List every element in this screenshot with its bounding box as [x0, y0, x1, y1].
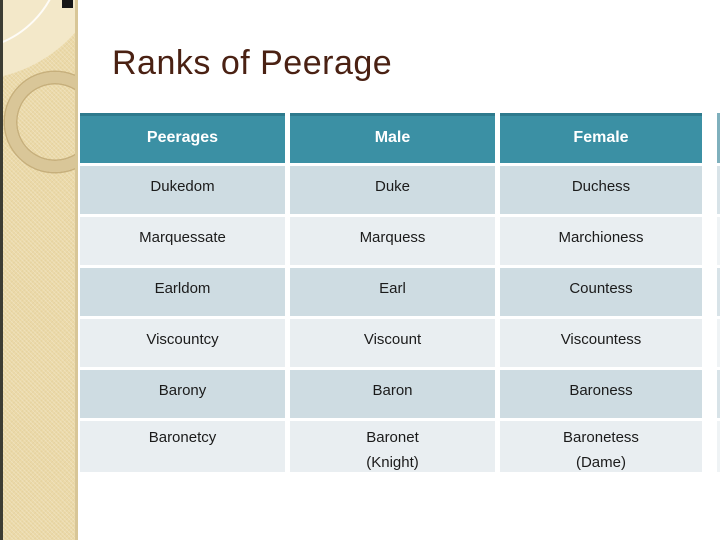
table-cell: Countess — [500, 268, 702, 316]
table-cell: Barony — [80, 370, 285, 418]
top-notch — [62, 0, 73, 8]
table-cell: Viscount — [290, 319, 495, 367]
table-cell: Baronetess (Dame) — [500, 421, 702, 472]
sliver-header — [717, 113, 720, 163]
slide-title: Ranks of Peerage — [112, 44, 393, 82]
table-cell: Marquessate — [80, 217, 285, 265]
sidebar-decoration — [0, 0, 78, 540]
table-cell: Viscountcy — [80, 319, 285, 367]
left-edge-line — [0, 0, 3, 540]
table-row-baronetcy: Baronetcy Baronet (Knight) Baronetess (D… — [80, 421, 702, 472]
table-cell: Dukedom — [80, 166, 285, 214]
sliver-row — [717, 268, 720, 316]
table-row-barony: Barony Baron Baroness — [80, 370, 702, 418]
sliver-row — [717, 319, 720, 367]
header-cell-female: Female — [500, 113, 702, 163]
table-cell: Duke — [290, 166, 495, 214]
sliver-row — [717, 217, 720, 265]
table-cell: Marquess — [290, 217, 495, 265]
table-row-viscountcy: Viscountcy Viscount Viscountess — [80, 319, 702, 367]
header-cell-peerages: Peerages — [80, 113, 285, 163]
table-cell: Duchess — [500, 166, 702, 214]
table-cell: Earldom — [80, 268, 285, 316]
sliver-row — [717, 370, 720, 418]
table-row-earldom: Earldom Earl Countess — [80, 268, 702, 316]
table-cell: Earl — [290, 268, 495, 316]
table-cell: Baron — [290, 370, 495, 418]
table-cell: Baronetcy — [80, 421, 285, 472]
circle-ornament-tan-ring — [5, 72, 75, 172]
table-cell: Baroness — [500, 370, 702, 418]
table-cell: Marchioness — [500, 217, 702, 265]
table-row-dukedom: Dukedom Duke Duchess — [80, 166, 702, 214]
sliver-row — [717, 166, 720, 214]
sliver-row — [717, 421, 720, 472]
table-overflow-sliver — [717, 113, 720, 472]
table-cell: Viscountess — [500, 319, 702, 367]
table-row-marquessate: Marquessate Marquess Marchioness — [80, 217, 702, 265]
table-header-row: Peerages Male Female — [80, 113, 702, 163]
peerage-table: Peerages Male Female Dukedom Duke Duches… — [80, 113, 702, 472]
header-cell-male: Male — [290, 113, 495, 163]
table-cell: Baronet (Knight) — [290, 421, 495, 472]
